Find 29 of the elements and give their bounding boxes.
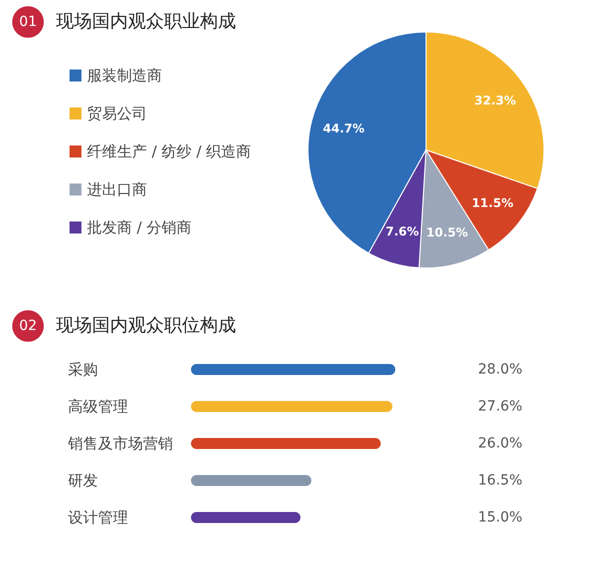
text: 02 (19, 318, 37, 334)
data-label: 26.0% (478, 436, 522, 452)
legend-label: 进出口商 (87, 180, 147, 198)
data-label: 7.6% (386, 224, 419, 239)
y-tick-label: 采购 (68, 360, 98, 378)
bar (191, 438, 381, 449)
data-label: 11.5% (472, 196, 514, 210)
bar (191, 401, 392, 412)
data-label: 44.7% (322, 122, 365, 136)
legend-label: 纤维生产 / 纺纱 / 织造商 (87, 142, 252, 160)
y-tick-label: 销售及市场营销 (67, 434, 173, 452)
legend-label: 贸易公司 (87, 104, 147, 122)
data-label: 28.0% (478, 362, 522, 378)
data-label: 16.5% (478, 472, 522, 488)
legend-label: 批发商 / 分销商 (87, 218, 192, 236)
chart-title: 现场国内观众职业构成 (56, 11, 236, 32)
text: 01 (19, 14, 37, 30)
data-label: 32.3% (474, 94, 516, 108)
chart-title: 现场国内观众职位构成 (56, 315, 236, 336)
bar (191, 364, 396, 375)
y-tick-label: 高级管理 (68, 398, 128, 416)
bar (191, 475, 312, 486)
bar (191, 512, 300, 523)
legend-label: 服装制造商 (87, 66, 162, 84)
y-tick-label: 设计管理 (68, 508, 128, 526)
data-label: 10.5% (426, 225, 468, 240)
data-label: 27.6% (478, 398, 522, 414)
y-tick-label: 研发 (68, 472, 98, 490)
data-label: 15.0% (478, 510, 522, 526)
